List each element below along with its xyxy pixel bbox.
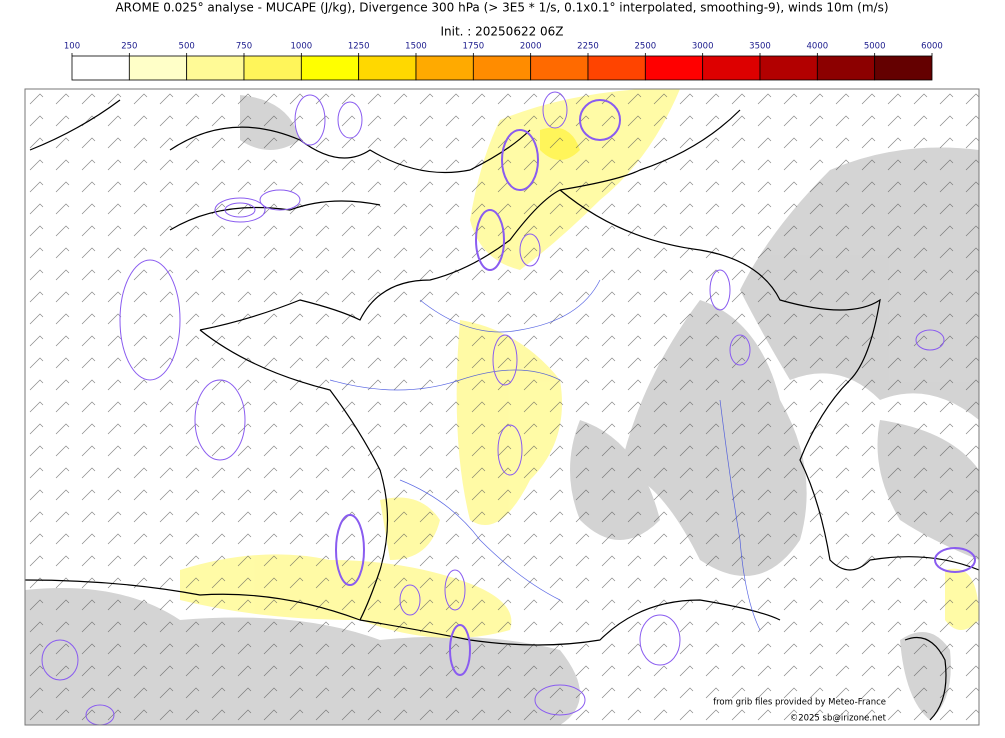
source-credit: from grib files provided by Meteo-France	[713, 698, 886, 708]
colorbar-tick-label: 100	[64, 42, 80, 52]
colorbar-box	[759, 55, 818, 81]
map: from grib files provided by Meteo-France…	[25, 89, 979, 725]
colorbar-box	[300, 55, 360, 81]
map-frame	[24, 88, 980, 726]
init-time: Init. : 20250622 06Z	[440, 25, 563, 39]
colorbar-tick-label: 1250	[348, 42, 370, 52]
colorbar-box	[472, 55, 532, 81]
colorbar-tick-label: 3000	[692, 42, 714, 52]
colorbar-box	[587, 55, 646, 81]
coastlines	[25, 99, 979, 721]
colorbar: 100 250 500 750 1000 1250 1500 1750 2000 2250 2500…	[64, 42, 943, 81]
colorbar-box	[71, 55, 130, 81]
colorbar-tick-label: 1500	[405, 42, 427, 52]
colorbar-box	[702, 55, 761, 81]
colorbar-tick-label: 3500	[749, 42, 771, 52]
colorbar-tick-label: 2250	[577, 42, 599, 52]
copyright: ©2025 sb@irizone.net	[790, 714, 887, 724]
map-title: AROME 0.025° analyse - MUCAPE (J/kg), Di…	[115, 1, 888, 15]
colorbar-box	[530, 55, 589, 81]
colorbar-tick-label: 2000	[520, 42, 542, 52]
colorbar-tick-label: 500	[179, 42, 195, 52]
colorbar-tick-label: 5000	[864, 42, 886, 52]
divergence-contours	[41, 91, 976, 725]
colorbar-box	[186, 55, 245, 81]
colorbar-tick-label: 1750	[463, 42, 485, 52]
colorbar-box	[874, 55, 933, 81]
colorbar-tick-label: 2500	[635, 42, 657, 52]
colorbar-tick-label: 1000	[291, 42, 313, 52]
colorbar-box	[816, 55, 876, 81]
colorbar-box	[358, 55, 417, 81]
colorbar-box	[644, 55, 704, 81]
colorbar-tick-label: 6000	[921, 42, 943, 52]
wind-barbs	[25, 89, 979, 725]
colorbar-tick-label: 4000	[807, 42, 829, 52]
colorbar-tick-label: 250	[121, 42, 137, 52]
colorbar-box	[243, 55, 302, 81]
colorbar-tick-label: 750	[236, 42, 252, 52]
rivers	[329, 279, 761, 631]
colorbar-box	[415, 55, 474, 81]
colorbar-box	[128, 55, 188, 81]
